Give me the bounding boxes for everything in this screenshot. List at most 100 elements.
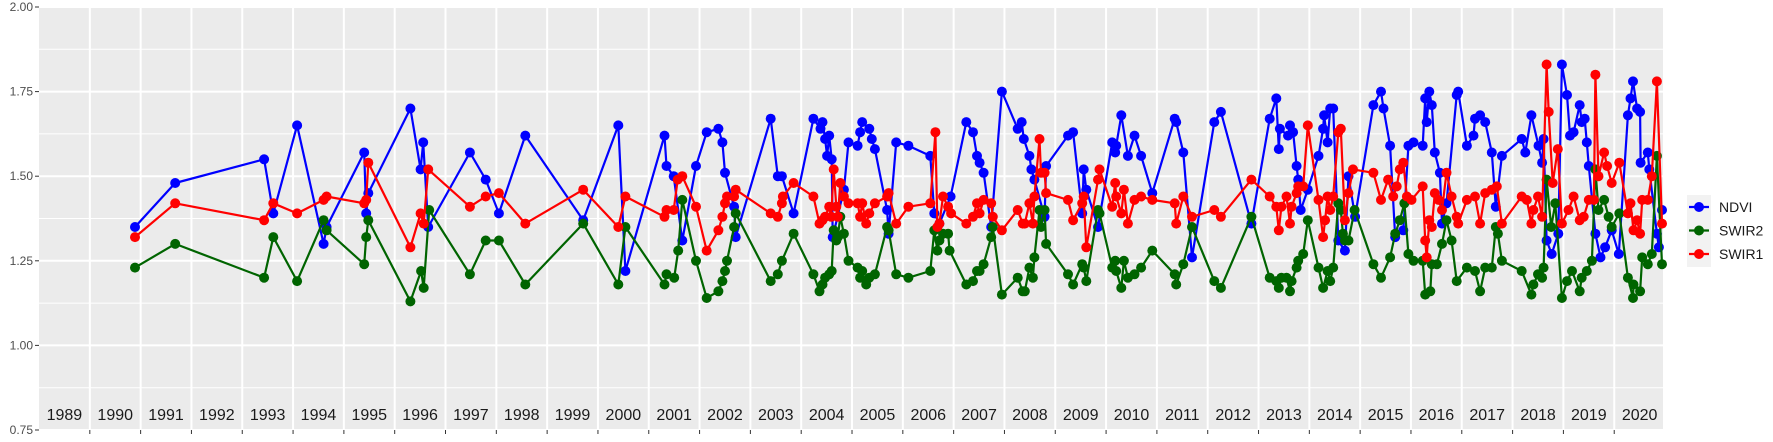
swir1-point (493, 188, 504, 199)
swir2-point (292, 276, 303, 287)
swir1-point (1320, 215, 1331, 226)
swir2-point (1538, 262, 1549, 273)
x-axis: 1989 1990 1991 1992 1993 1994 1995 1996 1997 1998… (47, 407, 1658, 434)
swir1-point (480, 191, 491, 202)
swir2-point (1273, 282, 1284, 293)
swir1-point (1568, 191, 1579, 202)
year-label: 2007 (961, 407, 997, 424)
legend-label: NDVI (1719, 199, 1752, 215)
swir2-point (925, 266, 936, 276)
ndvi-point (480, 174, 491, 185)
swir1-point (1528, 205, 1539, 215)
swir2-point (903, 272, 914, 283)
swir1-point (1420, 235, 1431, 246)
ndvi-point (620, 266, 631, 276)
swir2-point (720, 266, 730, 276)
year-label: 2015 (1368, 407, 1404, 424)
swir1-point (1171, 218, 1182, 229)
swir1-point (1426, 222, 1437, 232)
ndvi-point (359, 147, 370, 158)
swir1-point (578, 184, 589, 195)
swir1-point (1068, 215, 1079, 226)
legend-key-point (1694, 202, 1704, 212)
swir1-point (130, 232, 140, 243)
swir1-point (835, 178, 846, 188)
swir2-point (464, 269, 475, 280)
ndvi-point (1546, 249, 1557, 259)
year-label: 1997 (453, 407, 489, 424)
swir2-point (987, 222, 998, 232)
ndvi-point (691, 161, 701, 171)
swir1-point (1147, 194, 1158, 205)
swir2-point (520, 279, 531, 290)
swir1-point (996, 225, 1007, 236)
swir1-point (1606, 178, 1617, 188)
swir1-point (1543, 106, 1554, 117)
swir2-point (1403, 249, 1414, 259)
swir2-point (1029, 252, 1040, 263)
ndvi-point (405, 103, 416, 114)
series-swir1 (130, 59, 1667, 263)
ndvi-point (418, 137, 429, 148)
swir1-point (1417, 181, 1428, 192)
swir1-point (961, 218, 972, 229)
swir1-point (1286, 201, 1297, 212)
ndvi-point (1136, 150, 1147, 161)
ndvi-point (857, 117, 868, 128)
ndvi-point (701, 127, 712, 138)
year-label: 2008 (1012, 407, 1048, 424)
swir1-point (620, 191, 631, 202)
swir2-point (968, 276, 978, 287)
swir1-point (1590, 69, 1601, 80)
ndvi-point (1078, 164, 1089, 175)
swir1-point (938, 191, 948, 202)
swir1-point (1657, 218, 1667, 229)
swir1-point (1388, 191, 1399, 202)
ndvi-point (945, 191, 956, 202)
swir2-point (418, 282, 429, 293)
ndvi-point (1642, 147, 1653, 158)
swir2-point (359, 259, 370, 270)
swir2-point (1215, 282, 1226, 293)
swir1-point (1433, 194, 1444, 205)
ndvi-point (978, 167, 989, 178)
ndvi-point (1516, 134, 1527, 144)
swir1-point (1632, 215, 1643, 226)
swir1-point (1599, 147, 1610, 158)
swir1-point (423, 164, 434, 175)
swir2-point (1486, 262, 1497, 273)
ndvi-point (1273, 144, 1284, 155)
ndvi-point (130, 222, 140, 232)
swir1-point (1039, 167, 1050, 178)
swir1-point (1027, 218, 1038, 229)
swir2-point (1441, 215, 1452, 226)
swir2-point (1078, 262, 1089, 273)
year-label: 2001 (656, 407, 692, 424)
swir1-point (1651, 76, 1662, 87)
swir1-point (1547, 178, 1558, 188)
year-label: 2011 (1165, 407, 1200, 424)
swir1-point (1169, 198, 1180, 209)
swir2-point (944, 245, 955, 256)
swir2-point (416, 266, 427, 276)
swir1-point (1578, 211, 1589, 222)
swir1-point (1446, 191, 1457, 202)
ndvi-point (855, 127, 866, 138)
swir1-point (1602, 161, 1613, 171)
swir2-point (1116, 282, 1127, 293)
ndvi-point (1581, 137, 1592, 148)
ndvi-point (891, 137, 902, 148)
swir2-point (986, 232, 997, 243)
ndvi-point (1291, 161, 1302, 171)
swir1-point (1526, 218, 1537, 229)
swir1-point (1187, 211, 1197, 222)
swir1-point (1376, 194, 1386, 205)
year-label: 1993 (250, 407, 286, 424)
swir2-point (1343, 235, 1354, 246)
ndvi-point (661, 161, 672, 171)
swir2-point (1593, 205, 1604, 215)
swir2-point (130, 262, 140, 273)
swir2-point (722, 255, 732, 266)
ndvi-point (788, 208, 799, 219)
